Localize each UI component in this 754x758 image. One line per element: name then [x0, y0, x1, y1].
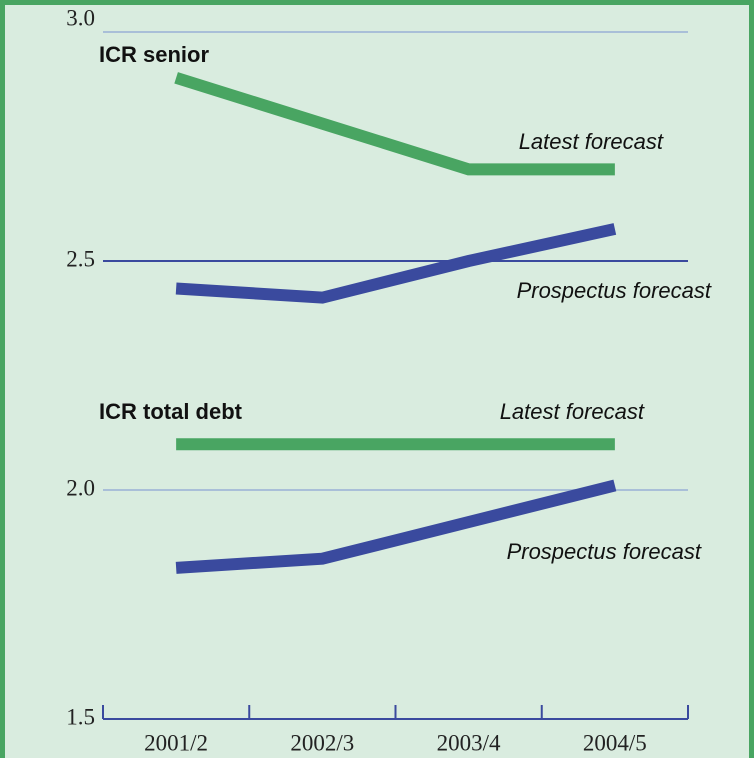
series-label: Latest forecast: [500, 399, 645, 424]
y-tick-label: 1.5: [66, 704, 95, 729]
x-tick-label: 2003/4: [437, 730, 501, 755]
series-label: Prospectus forecast: [507, 539, 702, 564]
series-line: [174, 72, 615, 176]
x-tick-label: 2001/2: [144, 730, 208, 755]
x-tick-label: 2004/5: [583, 730, 647, 755]
series-line: [175, 223, 617, 304]
series-line: [175, 479, 617, 574]
y-tick-label: 3.0: [66, 5, 95, 30]
series-label: Prospectus forecast: [517, 278, 712, 303]
annotation: ICR total debt: [99, 399, 243, 424]
y-tick-label: 2.0: [66, 475, 95, 500]
y-tick-label: 2.5: [66, 246, 95, 271]
series-label: Latest forecast: [519, 129, 664, 154]
x-tick-label: 2002/3: [290, 730, 354, 755]
annotation: ICR senior: [99, 42, 209, 67]
